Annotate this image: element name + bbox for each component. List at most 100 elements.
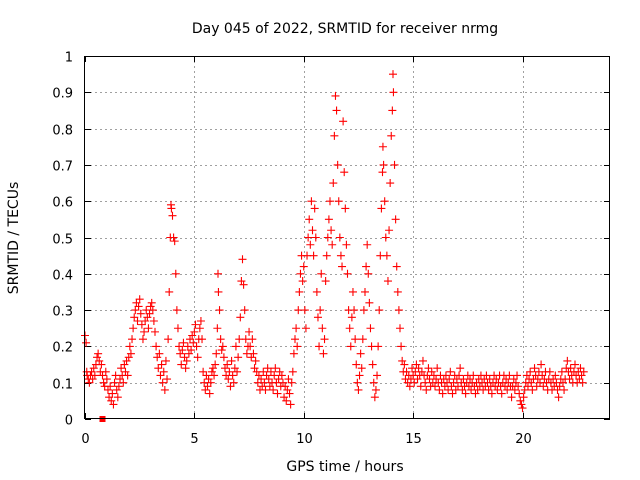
data-point [530,364,539,373]
data-point [260,378,269,387]
data-point [175,342,184,351]
data-point [119,378,128,387]
data-point [239,280,248,289]
data-point [285,389,294,398]
y-axis-label: SRMTID / TECUs [6,182,22,295]
data-point [94,349,103,358]
data-point [228,371,237,380]
data-point [97,360,106,369]
data-point [170,237,179,246]
data-point [391,215,400,224]
data-point [340,168,349,177]
data-point [394,306,403,315]
data-point [438,389,447,398]
data-point [331,91,340,100]
data-point [381,233,390,242]
y-tick-labels: 0 0.1 0.2 0.3 0.4 0.5 0.6 0.7 0.8 0.9 1 [52,51,73,429]
chart-title: Day 045 of 2022, SRMTID for receiver nrm… [192,21,498,37]
data-point [482,371,491,380]
data-point [248,335,257,344]
data-point [291,335,299,344]
y-tick-label: 0.6 [52,196,73,211]
data-point [551,371,560,380]
data-point [210,371,219,380]
data-point [192,342,201,351]
data-point [216,335,225,344]
data-point [249,349,258,358]
data-point [160,385,169,394]
data-point [347,313,356,322]
data-point [282,396,291,405]
data-point [110,378,119,387]
data-point [308,226,317,235]
data-point [526,367,535,376]
data-point [161,356,170,365]
y-tick-label: 0.3 [52,305,73,320]
y-tick-label: 0 [65,414,73,429]
data-point [396,324,404,333]
data-point [177,360,186,369]
data-point [359,306,368,315]
data-point [133,316,142,325]
x-tick-labels: 0 5 10 15 20 [81,432,531,447]
data-point [231,342,240,351]
data-point [233,367,242,376]
data-point [310,204,319,213]
data-point [537,360,546,369]
data-point [165,287,174,296]
data-point [225,367,234,376]
data-point [353,378,362,387]
data-point [273,389,282,398]
data-point [251,356,260,365]
data-point [146,302,155,311]
data-point [355,371,364,380]
data-point [164,335,173,344]
data-point [153,353,162,362]
data-point [554,393,563,402]
data-point [199,367,208,376]
data-point [203,382,212,391]
y-tick-label: 0.9 [52,87,73,102]
data-point [148,306,157,315]
data-point [503,385,512,394]
data-point [364,269,373,278]
data-point [168,211,177,220]
data-point [144,324,153,333]
data-point [356,349,365,358]
data-point [288,367,297,376]
data-point [341,204,350,213]
data-point [167,204,176,213]
data-point [173,324,182,333]
data-point [107,396,116,405]
data-point [138,335,147,344]
data-point [229,378,238,387]
data-point [182,356,191,365]
data-point [213,324,222,333]
data-point [184,349,193,358]
data-point [264,375,273,384]
data-point [176,349,185,358]
data-point [505,371,514,380]
data-point [379,160,388,169]
data-point [296,269,305,278]
data-point [122,356,131,365]
data-point [373,371,382,380]
data-point [514,382,523,391]
data-point [106,382,115,391]
data-point [410,378,419,387]
data-point [140,327,149,336]
data-point [117,364,126,373]
x-tick-label: 0 [81,432,89,447]
data-point [405,382,414,391]
data-point [365,298,374,307]
data-point [421,378,430,387]
data-point [455,371,464,380]
data-point [336,251,345,260]
x-tick-label: 5 [190,432,198,447]
data-point [390,160,399,169]
data-point [321,277,330,286]
data-point [327,226,336,235]
data-point [283,385,292,394]
data-point [513,371,522,380]
y-tick-label: 0.8 [52,124,73,139]
